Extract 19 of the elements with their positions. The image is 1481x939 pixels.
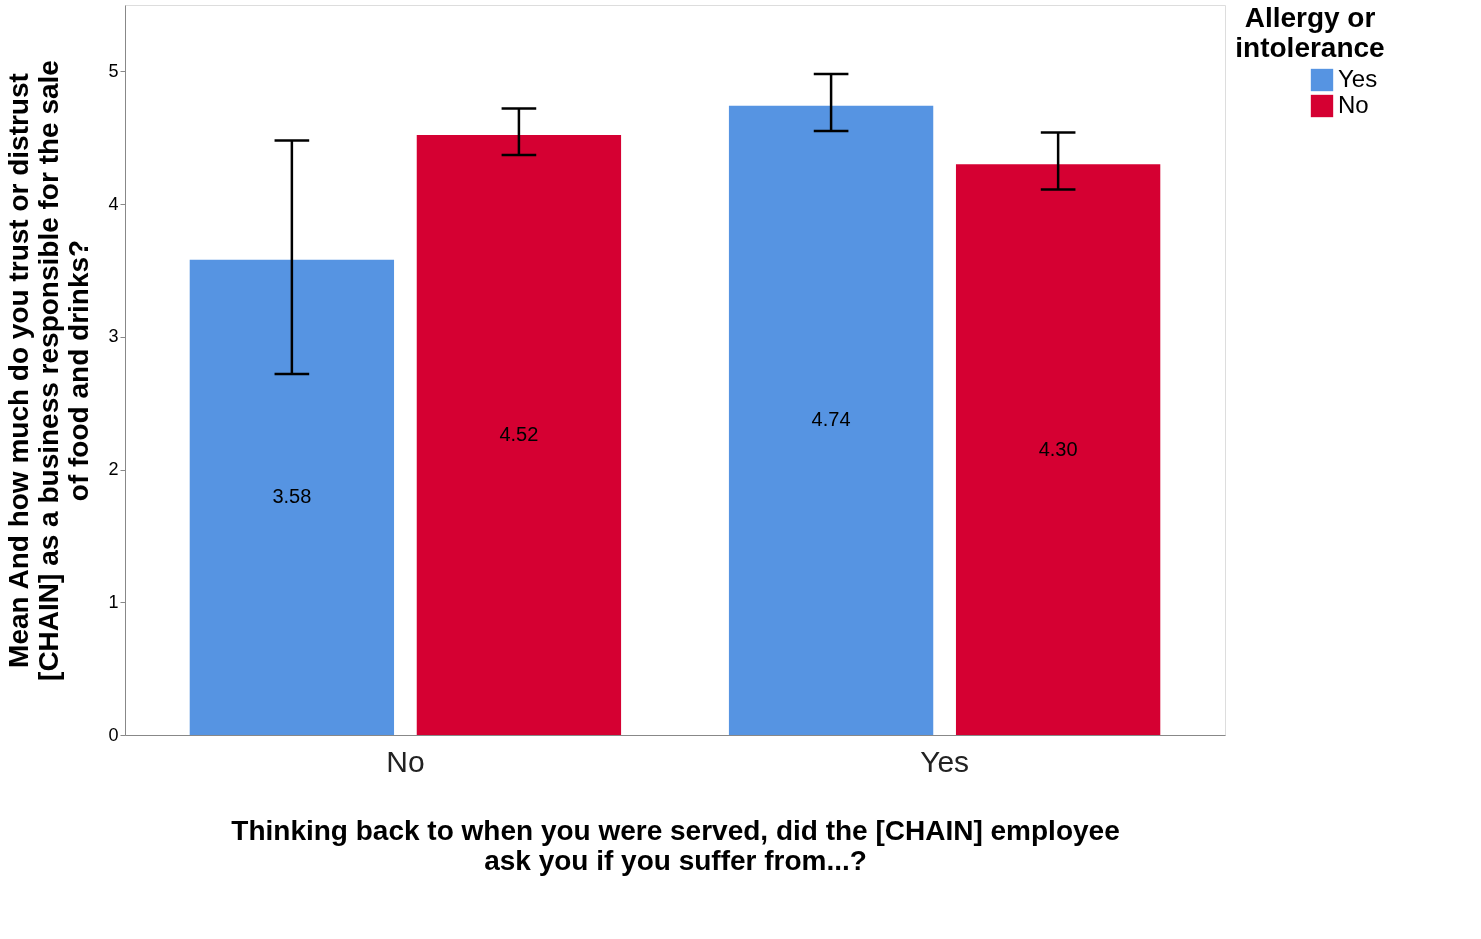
legend-label: Yes bbox=[1338, 65, 1378, 92]
y-tick-label: 2 bbox=[108, 459, 119, 480]
y-tick-label: 0 bbox=[108, 724, 119, 745]
bar bbox=[416, 135, 622, 735]
data-label: 4.30 bbox=[1038, 437, 1078, 460]
y-tick-label: 3 bbox=[108, 326, 119, 347]
y-axis-title: Mean And how much do you trust or distrust [CHAIN] as a business responsible for the sale of food and drinks? bbox=[3, 60, 95, 681]
data-label: 4.52 bbox=[499, 423, 539, 446]
data-label: 4.74 bbox=[811, 408, 851, 431]
bar bbox=[728, 105, 934, 735]
bar bbox=[189, 259, 395, 735]
x-axis-title: Thinking back to when you were served, did the [CHAIN] employee ask you if you suffer from...? bbox=[231, 814, 1120, 876]
y-tick-label: 4 bbox=[108, 193, 119, 214]
bar bbox=[955, 164, 1161, 735]
data-label: 3.58 bbox=[272, 485, 312, 508]
legend-title: Allergy or intolerance bbox=[1235, 2, 1385, 63]
y-tick-label: 1 bbox=[108, 591, 119, 612]
legend-label: No bbox=[1338, 91, 1369, 118]
y-tick-label: 5 bbox=[108, 60, 119, 81]
